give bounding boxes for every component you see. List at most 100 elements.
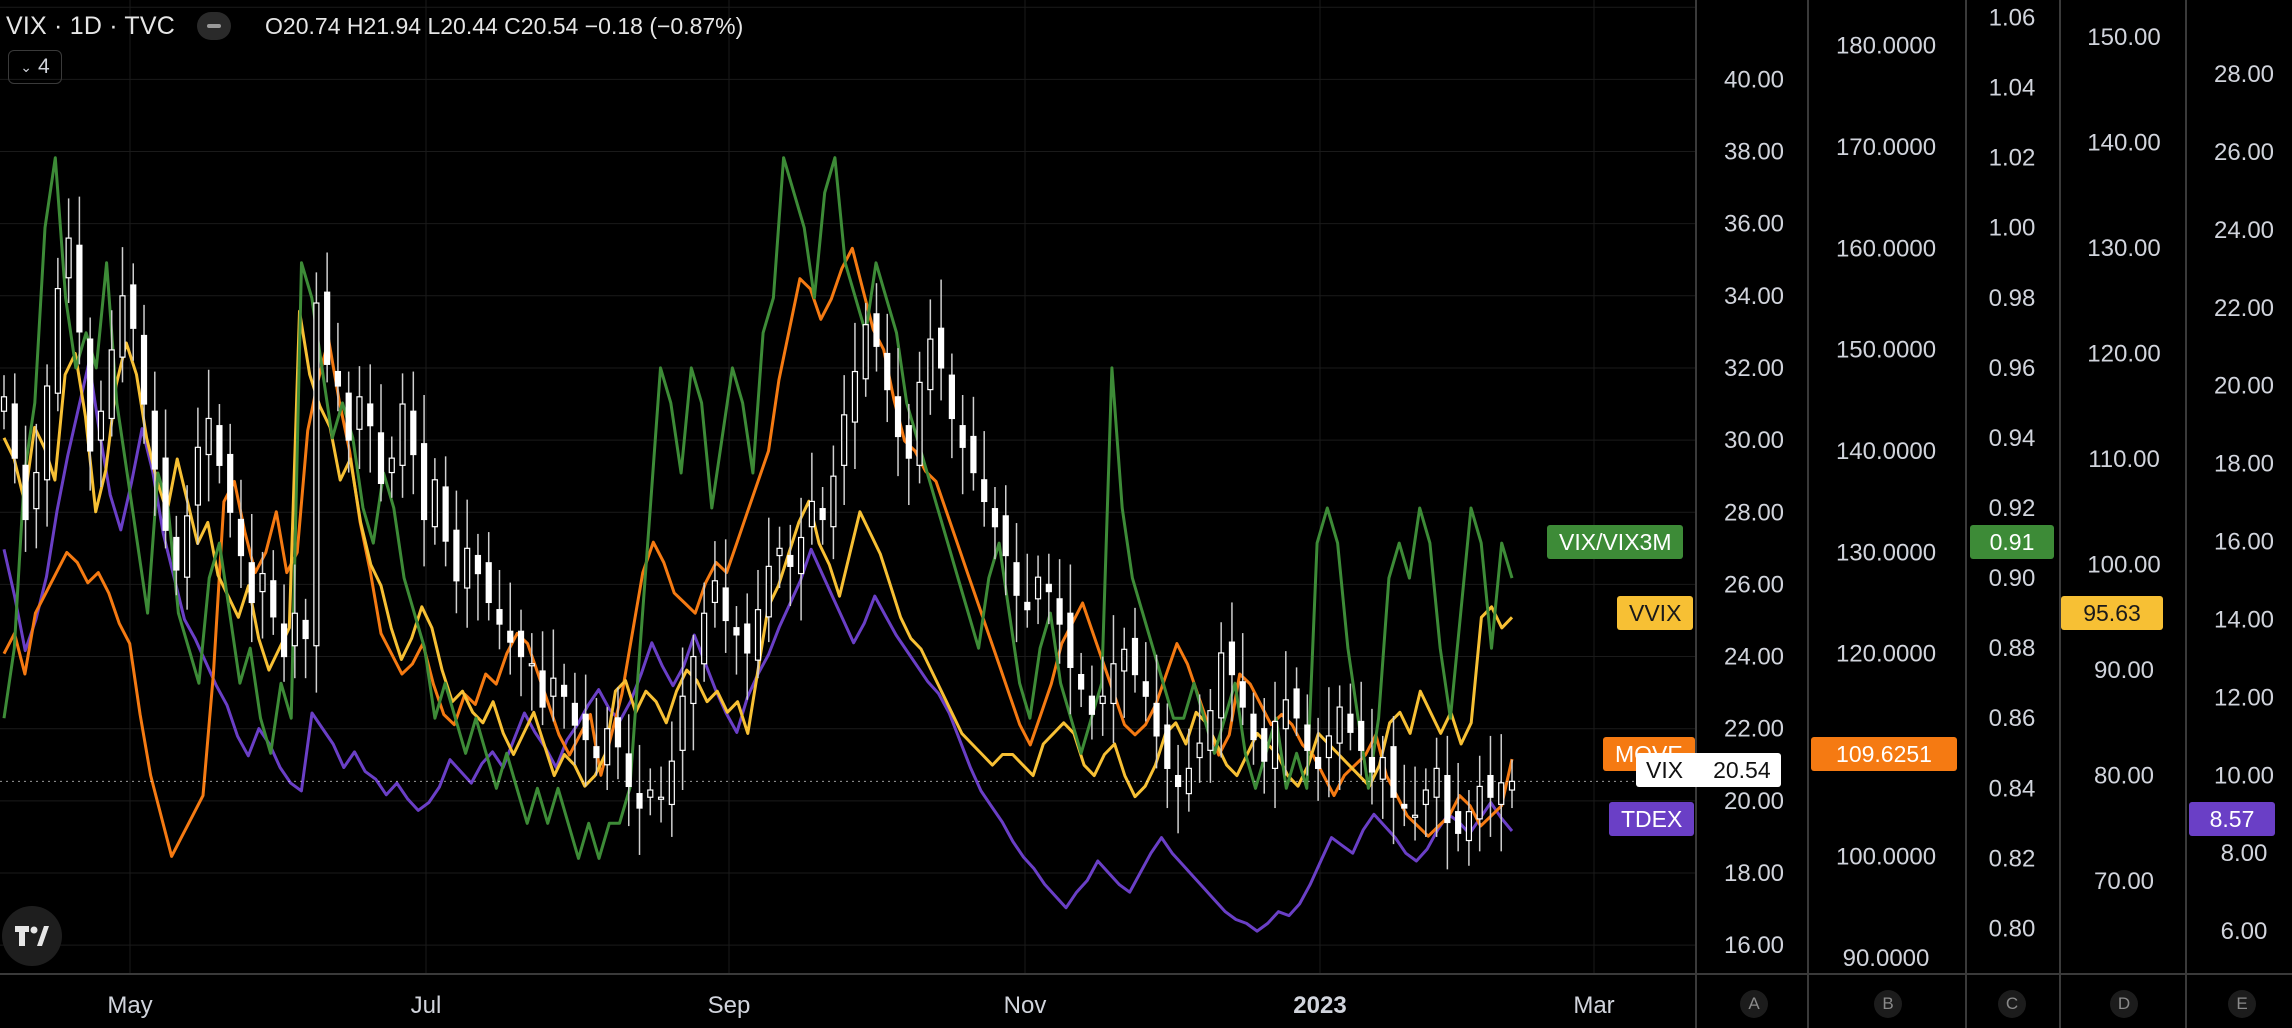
axis-b-tick-7: 160.0000	[1836, 235, 1936, 262]
vix-candle-body	[1261, 728, 1268, 762]
vix-tag-price: 20.54	[1713, 757, 1771, 783]
vix-candle-body	[1110, 663, 1117, 705]
vix-candle-body	[291, 612, 298, 647]
vix-candle-body	[54, 287, 61, 394]
axis-e-tick-2: 10.00	[2214, 762, 2274, 789]
axis-b-tick-3: 120.0000	[1836, 641, 1936, 668]
axis-letter-d[interactable]: D	[2110, 990, 2138, 1018]
vix-candle-body	[1487, 774, 1494, 798]
vix-candle-body	[981, 479, 988, 503]
axis-a-tick-10: 36.00	[1724, 211, 1784, 238]
vix-candle-body	[841, 414, 848, 466]
x-tick-label-4: 2023	[1293, 992, 1346, 1019]
vix-candle-body	[1455, 811, 1462, 834]
vix-candle-body	[313, 302, 320, 647]
axis-letter-b[interactable]: B	[1874, 990, 1902, 1018]
vix-candle-body	[1411, 814, 1419, 818]
vix-candle-body	[1024, 601, 1031, 611]
visibility-toggle-icon[interactable]	[197, 12, 232, 40]
vix-candle-body	[1498, 782, 1505, 806]
axis-a-tick-0: 16.00	[1724, 932, 1784, 959]
vix-candle-body	[205, 417, 212, 456]
axis-a-tick-12: 40.00	[1724, 66, 1784, 93]
x-tick-label-3: Nov	[1004, 992, 1047, 1019]
axis-letter-c[interactable]: C	[1998, 990, 2026, 1018]
vix-candle-body	[614, 717, 622, 748]
vix-candle-body	[1045, 583, 1052, 593]
tdex-price-tag: 8.57	[2189, 802, 2275, 836]
vix-candle-body	[119, 295, 126, 358]
vix-candle-body	[991, 508, 999, 528]
axis-b-tick-5: 140.0000	[1836, 438, 1936, 465]
axis-b-tick-4: 130.0000	[1836, 539, 1936, 566]
vix-candle-body	[474, 554, 482, 575]
vix-candle-body	[1002, 515, 1009, 557]
vix-candle-body	[1325, 735, 1332, 759]
chart-header: VIX · 1D · TVC O20.74 H21.94 L20.44 C20.…	[6, 8, 743, 44]
vix-candle-body	[1422, 789, 1429, 806]
vix-candle-body	[356, 396, 363, 430]
vix-candle-body	[722, 587, 729, 622]
vix-candle-body	[571, 702, 578, 726]
axis-e-tick-4: 14.00	[2214, 606, 2274, 633]
vix-candle-body	[1228, 641, 1236, 676]
vix-candle-body	[302, 619, 309, 640]
vix-candle-body	[248, 562, 255, 604]
vix-candle-body	[701, 612, 708, 665]
tradingview-logo[interactable]	[2, 906, 62, 966]
axis-e-tick-3: 12.00	[2214, 684, 2274, 711]
vix-candle-body	[227, 453, 234, 513]
vix-candle-body	[1013, 562, 1020, 596]
vix-candle-body	[647, 789, 654, 798]
vix-candle-body	[270, 580, 277, 618]
vix-candle-body	[410, 410, 417, 456]
vix-candle-body	[873, 313, 880, 347]
vix-candle-body	[1401, 803, 1408, 809]
axis-e-tick-10: 26.00	[2214, 139, 2274, 166]
vix-candle-body	[776, 547, 783, 557]
axis-c-tick-12: 1.04	[1989, 75, 2036, 102]
vix-candle-body	[787, 554, 794, 567]
axis-c-tick-0: 0.80	[1989, 915, 2036, 942]
axis-e-tick-11: 28.00	[2214, 61, 2274, 88]
axis-e-tick-1: 8.00	[2221, 840, 2268, 867]
indicators-collapse-button[interactable]: ⌄ 4	[8, 50, 62, 84]
vix-candle-body	[1034, 576, 1042, 600]
vix3m-price-tag: 0.91	[1970, 525, 2054, 559]
vix-candle-body	[1433, 767, 1440, 798]
symbol-title[interactable]: VIX · 1D · TVC	[6, 11, 176, 40]
axis-letter-e[interactable]: E	[2228, 990, 2256, 1018]
vix-candle-body	[657, 796, 665, 800]
axis-a-tick-6: 28.00	[1724, 499, 1784, 526]
vix-candle-body	[1250, 713, 1257, 741]
vix-candle-body	[453, 529, 460, 582]
vix-candle-body	[1121, 648, 1128, 672]
vix-candle-body	[851, 370, 859, 423]
vvix-label-tag: VVIX	[1617, 596, 1694, 630]
vix-candle-body	[830, 475, 837, 528]
axis-a-tick-9: 34.00	[1724, 283, 1784, 310]
vix-candle-body	[1347, 713, 1354, 733]
axis-a-tick-11: 38.00	[1724, 139, 1784, 166]
vix-candle-body	[442, 486, 449, 542]
vix-candle-body	[388, 457, 395, 474]
chevron-down-icon: ⌄	[20, 58, 33, 75]
vix-candle-body	[184, 515, 191, 578]
axis-letter-a[interactable]: A	[1740, 990, 1768, 1018]
axis-c-tick-10: 1.00	[1989, 215, 2036, 242]
vvix-price-tag: 95.63	[2061, 596, 2163, 630]
vix-candle-body	[1379, 756, 1386, 780]
axis-a-tick-7: 30.00	[1724, 427, 1784, 454]
vix-candle-body	[927, 338, 934, 391]
vix-candle-body	[420, 443, 428, 521]
axis-d-tick-7: 140.00	[2087, 129, 2160, 156]
vix-candle-body	[754, 609, 762, 661]
axis-c-tick-2: 0.84	[1989, 775, 2036, 802]
axis-a-tick-3: 22.00	[1724, 716, 1784, 743]
vix-candle-body	[690, 655, 697, 705]
axis-d-tick-4: 110.00	[2088, 446, 2160, 473]
vix-candle-body	[593, 746, 600, 759]
vix-candle-body	[377, 432, 385, 484]
axis-e-tick-8: 22.00	[2214, 295, 2274, 322]
